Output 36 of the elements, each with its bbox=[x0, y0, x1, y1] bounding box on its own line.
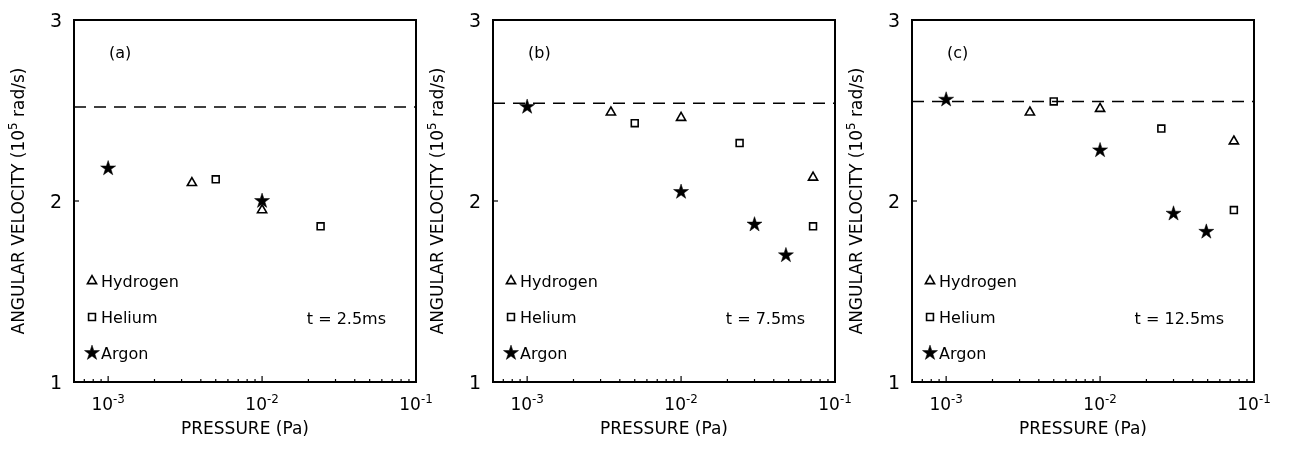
legend-label: Hydrogen bbox=[939, 272, 1017, 291]
annotation: (c) bbox=[947, 43, 969, 62]
x-tick-label: 10$^{-3}$ bbox=[929, 392, 963, 414]
y-tick-label: 2 bbox=[468, 190, 481, 212]
y-tick-label: 1 bbox=[887, 371, 900, 393]
annotation: (b) bbox=[528, 43, 551, 62]
y-tick-label: 3 bbox=[49, 9, 62, 31]
x-tick-label: 10$^{-1}$ bbox=[399, 392, 433, 414]
annotation: (a) bbox=[109, 43, 132, 62]
y-tick-label: 1 bbox=[49, 371, 62, 393]
legend-label: Argon bbox=[939, 344, 987, 363]
x-axis-title: PRESSURE (Pa) bbox=[600, 418, 728, 438]
x-axis-title: PRESSURE (Pa) bbox=[1019, 418, 1147, 438]
x-tick-label: 10$^{-1}$ bbox=[1237, 392, 1271, 414]
y-tick-label: 3 bbox=[887, 9, 900, 31]
annotation: t = 2.5ms bbox=[306, 309, 386, 328]
x-tick-label: 10$^{-3}$ bbox=[510, 392, 544, 414]
x-axis-title: PRESSURE (Pa) bbox=[181, 418, 309, 438]
legend-label: Helium bbox=[520, 308, 577, 327]
annotation: t = 7.5ms bbox=[725, 309, 805, 328]
x-tick-label: 10$^{-1}$ bbox=[818, 392, 852, 414]
x-tick-label: 10$^{-3}$ bbox=[91, 392, 125, 414]
y-tick-label: 1 bbox=[468, 371, 481, 393]
y-tick-label: 2 bbox=[887, 190, 900, 212]
legend-label: Helium bbox=[101, 308, 158, 327]
legend-label: Argon bbox=[101, 344, 149, 363]
legend-label: Hydrogen bbox=[101, 272, 179, 291]
x-tick-label: 10$^{-2}$ bbox=[245, 392, 279, 414]
x-tick-label: 10$^{-2}$ bbox=[1083, 392, 1117, 414]
legend-label: Hydrogen bbox=[520, 272, 598, 291]
y-tick-label: 3 bbox=[468, 9, 481, 31]
y-tick-label: 2 bbox=[49, 190, 62, 212]
x-tick-label: 10$^{-2}$ bbox=[664, 392, 698, 414]
legend-label: Argon bbox=[520, 344, 568, 363]
legend-label: Helium bbox=[939, 308, 996, 327]
annotation: t = 12.5ms bbox=[1134, 309, 1224, 328]
